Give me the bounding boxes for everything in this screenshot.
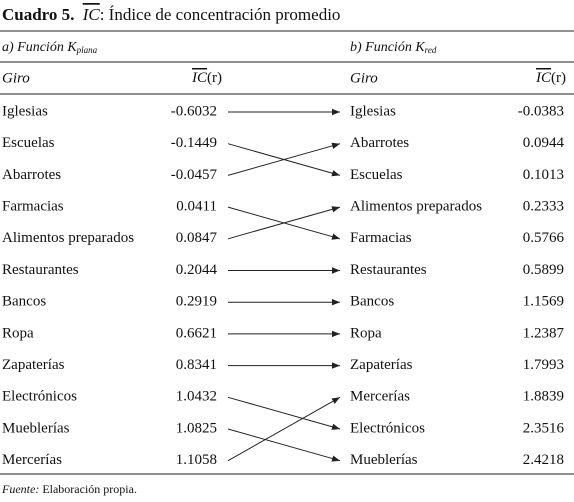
right-heading: b) Función Kred [350,40,437,55]
left-col-giro: Giro [2,70,30,86]
right-giro: Electrónicos [350,420,425,436]
right-value: 2.4218 [523,452,564,468]
left-value: 0.0411 [176,199,217,215]
right-giro: Zapaterías [350,357,413,373]
left-value: 0.2919 [176,294,217,310]
right-col-giro: Giro [350,70,378,86]
left-col-arg: (r) [207,70,222,86]
right-giro: Mueblerías [350,452,418,468]
left-giro: Electrónicos [2,389,77,405]
left-heading: a) Función Kplana [2,40,98,55]
arrow [227,142,341,176]
left-value: 1.0432 [176,389,217,405]
right-heading-sub: red [425,45,437,55]
right-giro: Farmacias [350,230,412,246]
left-value: 1.1058 [176,452,217,468]
left-giro: Restaurantes [2,262,79,278]
left-value: 0.2044 [176,262,218,278]
left-value: 0.6621 [176,325,217,341]
left-value: -0.6032 [171,103,217,119]
rows: Iglesias -0.6032 Escuelas -0.1449 Abarrotes -… [2,103,565,468]
arrow [227,396,341,430]
right-col-arg: (r) [551,70,566,86]
left-giro: Bancos [2,294,46,310]
title-text: : Índice de concentración promedio [100,5,341,24]
right-giro: Iglesias [350,103,396,119]
right-value: 2.3516 [523,420,565,436]
arrow [227,428,341,462]
right-value: 1.2387 [523,325,565,341]
arrow [227,396,341,462]
left-giro: Mercerías [2,452,62,468]
left-giro: Ropa [2,325,34,341]
right-col-ic: IC(r) [535,70,566,86]
left-heading-sub: plana [76,45,98,55]
left-heading-text: a) Función K [2,40,77,55]
left-giro: Zapaterías [2,357,65,373]
footer-label: Fuente: [1,482,39,496]
right-value: 0.5766 [523,230,565,246]
left-value: 0.0847 [176,230,218,246]
left-col-symbol: IC [191,70,208,86]
arrow [227,206,341,240]
left-giro: Alimentos preparados [2,230,134,246]
right-giro: Mercerías [350,389,410,405]
right-giro: Restaurantes [350,262,427,278]
right-giro: Escuelas [350,167,403,183]
left-col-ic: IC(r) [191,70,222,86]
left-giro: Escuelas [2,135,55,151]
title: Cuadro 5. IC: Índice de concentración pr… [2,5,340,24]
left-giro: Iglesias [2,103,48,119]
left-giro: Farmacias [2,199,64,215]
footer: Fuente: Elaboración propia. [1,482,137,496]
left-value: 1.0825 [176,420,217,436]
left-value: 0.8341 [176,357,217,373]
title-label: Cuadro 5. [2,5,74,24]
right-col-symbol: IC [535,70,552,86]
right-value: 1.1569 [523,294,564,310]
right-value: -0.0383 [518,103,564,119]
right-value: 0.1013 [523,167,564,183]
left-giro: Abarrotes [2,167,61,183]
left-value: -0.0457 [171,167,218,183]
left-value: -0.1449 [171,135,217,151]
right-giro: Abarrotes [350,135,409,151]
right-value: 1.8839 [523,389,564,405]
footer-text: Elaboración propia. [42,482,137,496]
title-symbol: IC [82,5,101,24]
right-giro: Bancos [350,294,394,310]
right-value: 1.7993 [523,357,564,373]
right-value: 0.5899 [523,262,564,278]
left-giro: Mueblerías [2,420,70,436]
right-giro: Ropa [350,325,382,341]
right-value: 0.0944 [523,135,565,151]
right-heading-text: b) Función K [350,40,425,55]
right-giro: Alimentos preparados [350,199,482,215]
right-value: 0.2333 [523,199,564,215]
